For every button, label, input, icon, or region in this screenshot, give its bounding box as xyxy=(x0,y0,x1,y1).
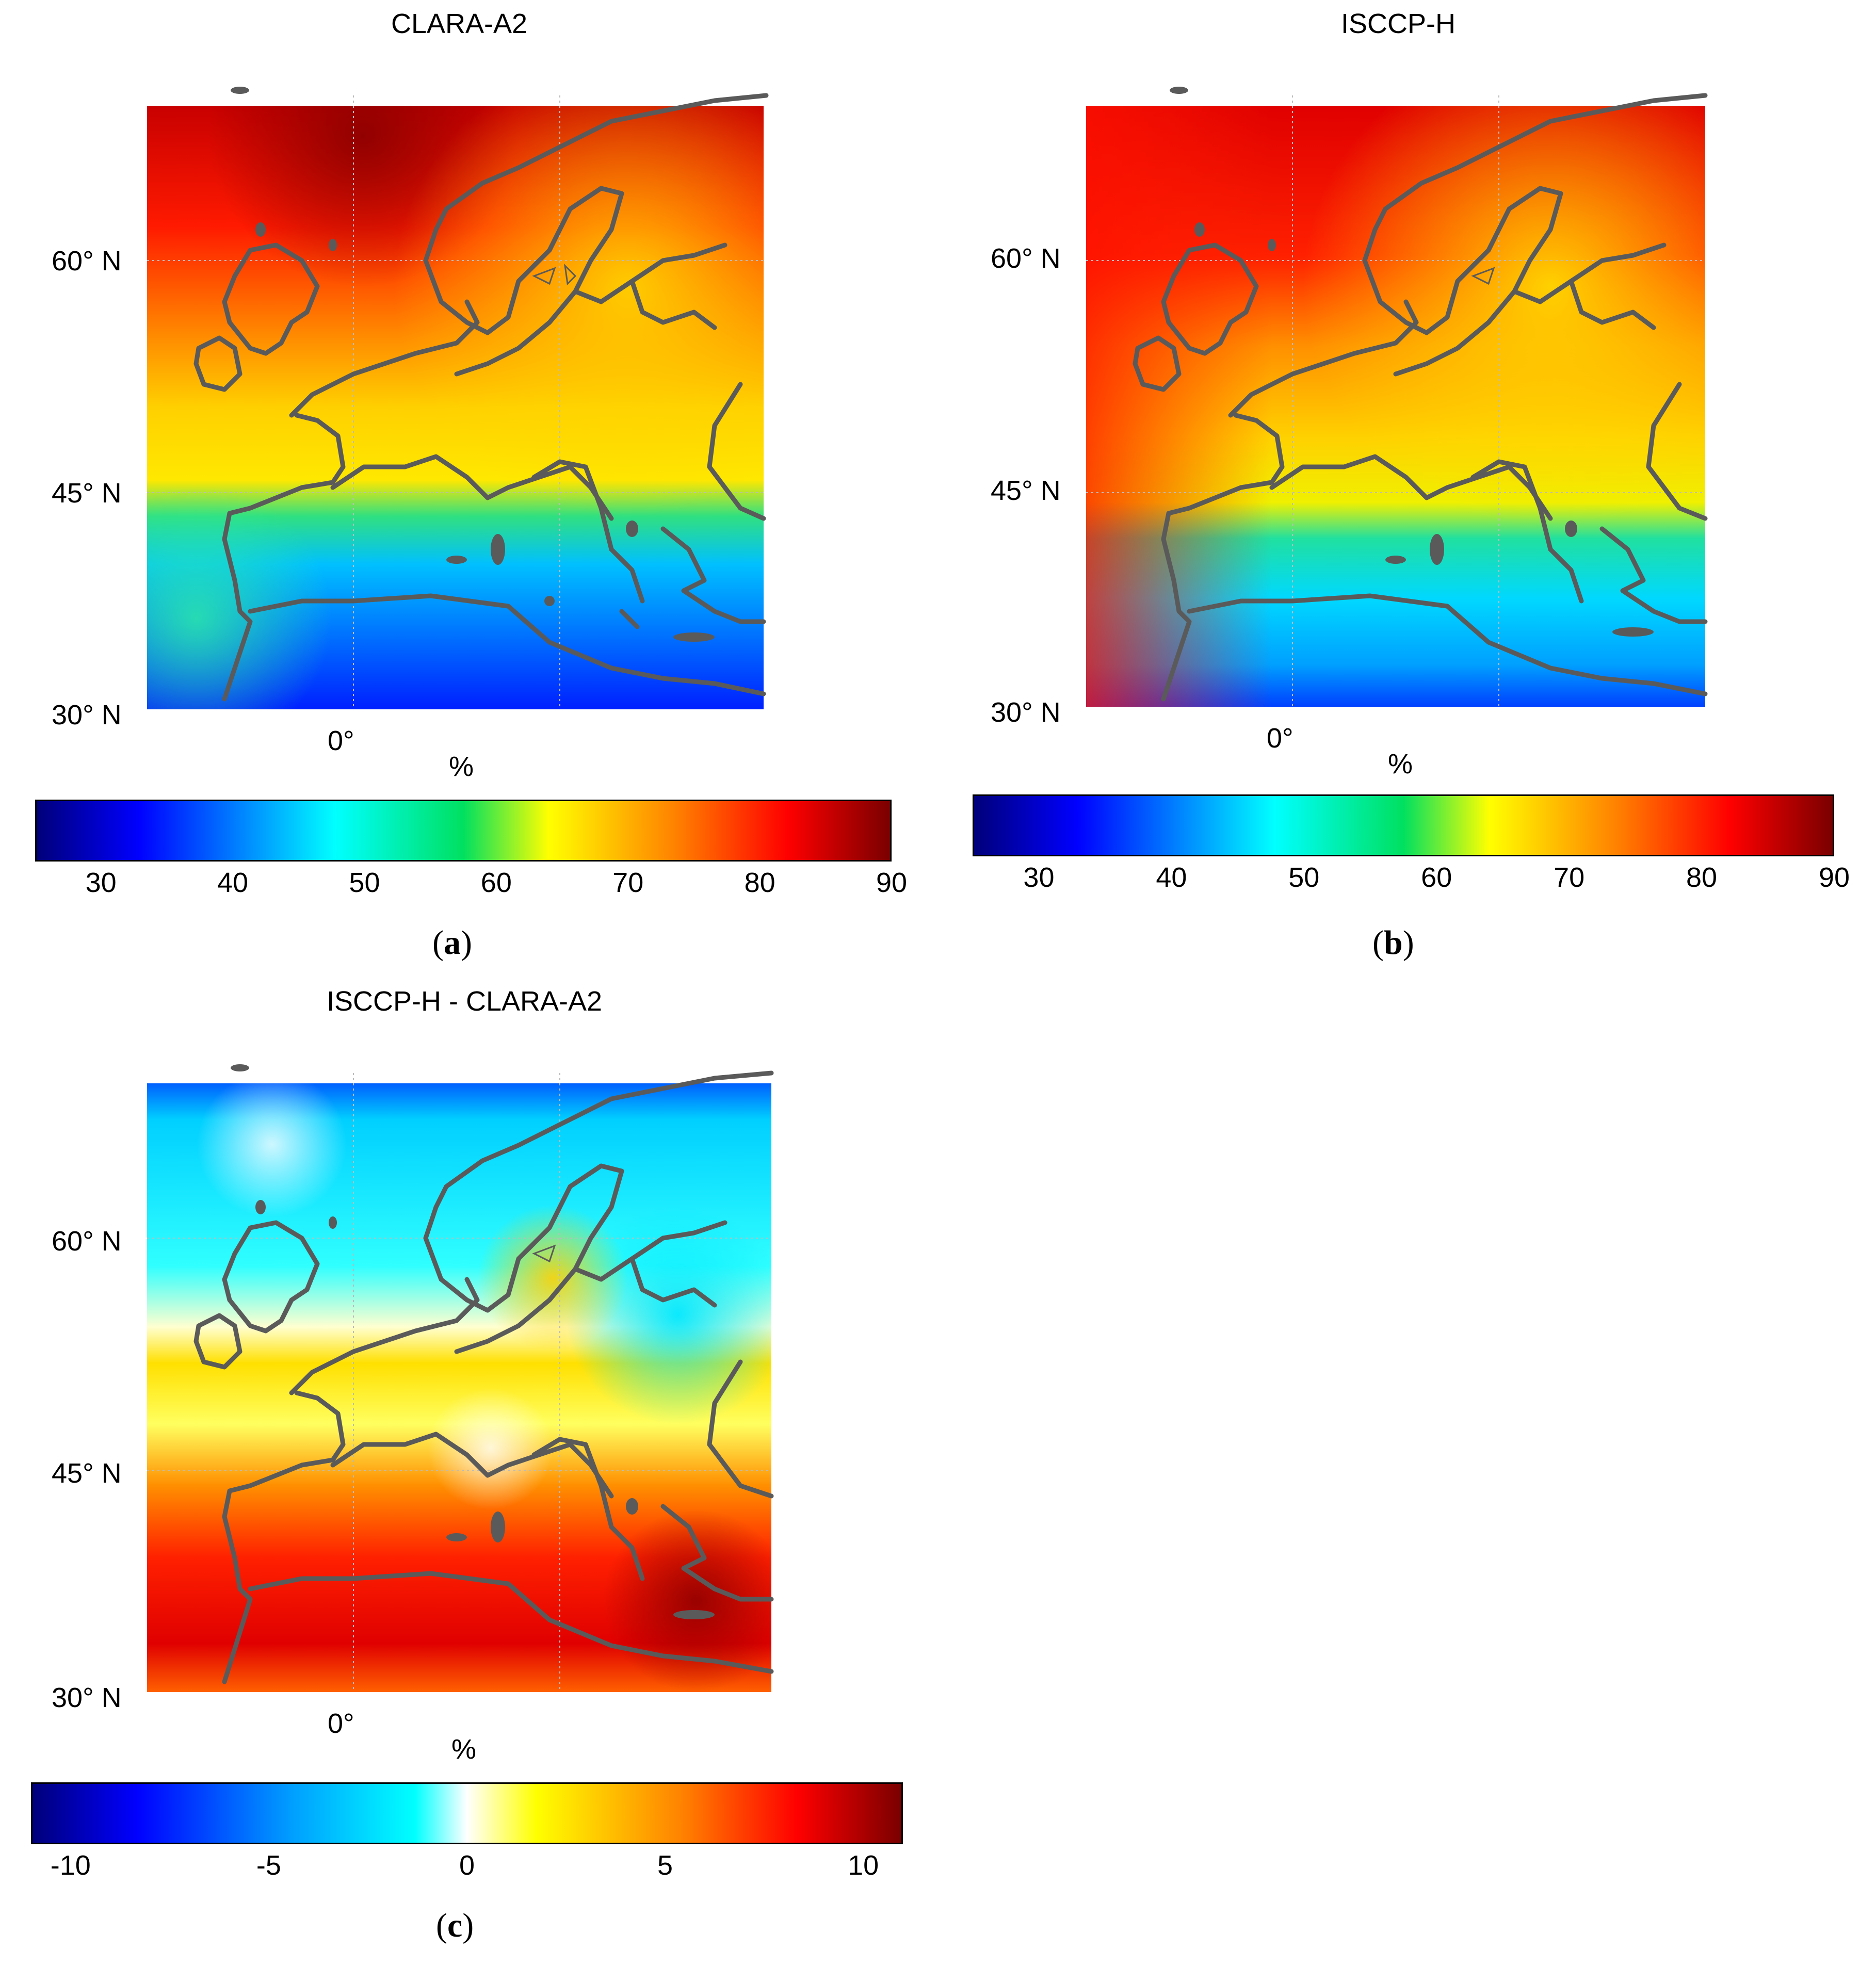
colorbar-tick-label: 80 xyxy=(1686,862,1718,893)
lat-label-30: 30° N xyxy=(991,697,1061,728)
colorbar-tick-label: 5 xyxy=(657,1850,673,1881)
coastlines xyxy=(193,1070,774,1684)
panel-caption: (a) xyxy=(432,924,472,962)
islands xyxy=(231,87,715,642)
panel-title: CLARA-A2 xyxy=(391,8,528,39)
caption-letter: b xyxy=(1383,924,1403,962)
colorbar-tick-label: 80 xyxy=(744,867,775,898)
colorbar-tick-label: 40 xyxy=(217,867,249,898)
colorbar-unit: % xyxy=(449,751,474,782)
colorbar-tick-label: 70 xyxy=(1554,862,1585,893)
colorbar xyxy=(31,1782,903,1844)
colorbar-tick-label: 60 xyxy=(1421,862,1452,893)
lat-label-30: 30° N xyxy=(52,1682,122,1713)
lakes xyxy=(532,1244,556,1263)
cloud-fraction-map xyxy=(1086,87,1708,707)
colorbar-gradient xyxy=(37,801,890,860)
panel-caption: (b) xyxy=(1372,924,1414,962)
caption-letter: a xyxy=(443,924,461,962)
colorbar-gradient xyxy=(974,796,1833,855)
colorbar-unit: % xyxy=(451,1734,477,1765)
colorbar-tick-label: 90 xyxy=(1818,862,1850,893)
panel-title: ISCCP-H xyxy=(1340,8,1455,39)
difference-map xyxy=(147,1064,774,1692)
colorbar-tick-label: -5 xyxy=(256,1850,281,1881)
lat-label-60: 60° N xyxy=(991,243,1061,274)
graticule xyxy=(147,95,764,709)
lat-label-60: 60° N xyxy=(52,246,122,277)
lon-label-0: 0° xyxy=(1267,723,1293,754)
caption-letter: c xyxy=(447,1907,463,1944)
colorbar-tick-label: 50 xyxy=(1288,862,1320,893)
colorbar xyxy=(973,794,1834,856)
panel-caption: (c) xyxy=(436,1907,474,1944)
colorbar xyxy=(35,800,892,862)
colorbar-tick-label: 0 xyxy=(459,1850,475,1881)
cloud-fraction-map xyxy=(147,87,769,709)
colorbar-tick-label: 60 xyxy=(480,867,512,898)
lakes xyxy=(1471,267,1495,285)
lat-label-30: 30° N xyxy=(52,700,122,730)
colorbar-ticks: 30 40 50 60 70 80 90 xyxy=(973,862,1850,898)
lat-label-45: 45° N xyxy=(52,1458,122,1489)
lat-label-45: 45° N xyxy=(991,475,1061,506)
lat-label-45: 45° N xyxy=(52,478,122,509)
colorbar-tick-label: 90 xyxy=(876,867,908,898)
panel-title: ISCCP-H - CLARA-A2 xyxy=(326,986,603,1017)
coastlines xyxy=(1133,93,1708,702)
lon-label-0: 0° xyxy=(328,725,354,756)
colorbar-tick-label: 30 xyxy=(85,867,117,898)
colorbar-ticks: 30 40 50 60 70 80 90 xyxy=(35,867,907,903)
colorbar-tick-label: 50 xyxy=(349,867,380,898)
colorbar-gradient xyxy=(33,1784,901,1843)
islands xyxy=(1170,87,1654,637)
colorbar-tick-label: -10 xyxy=(50,1850,91,1881)
colorbar-ticks: -10 -5 0 5 10 xyxy=(31,1849,903,1886)
colorbar-unit: % xyxy=(1388,749,1413,779)
lon-label-0: 0° xyxy=(328,1708,354,1739)
lakes xyxy=(532,263,577,286)
colorbar-tick-label: 10 xyxy=(848,1850,879,1881)
colorbar-tick-label: 40 xyxy=(1156,862,1187,893)
graticule xyxy=(147,1073,771,1692)
coastlines xyxy=(193,93,769,702)
lat-label-60: 60° N xyxy=(52,1226,122,1257)
colorbar-tick-label: 70 xyxy=(612,867,644,898)
islands xyxy=(231,1064,715,1619)
colorbar-tick-label: 30 xyxy=(1023,862,1055,893)
